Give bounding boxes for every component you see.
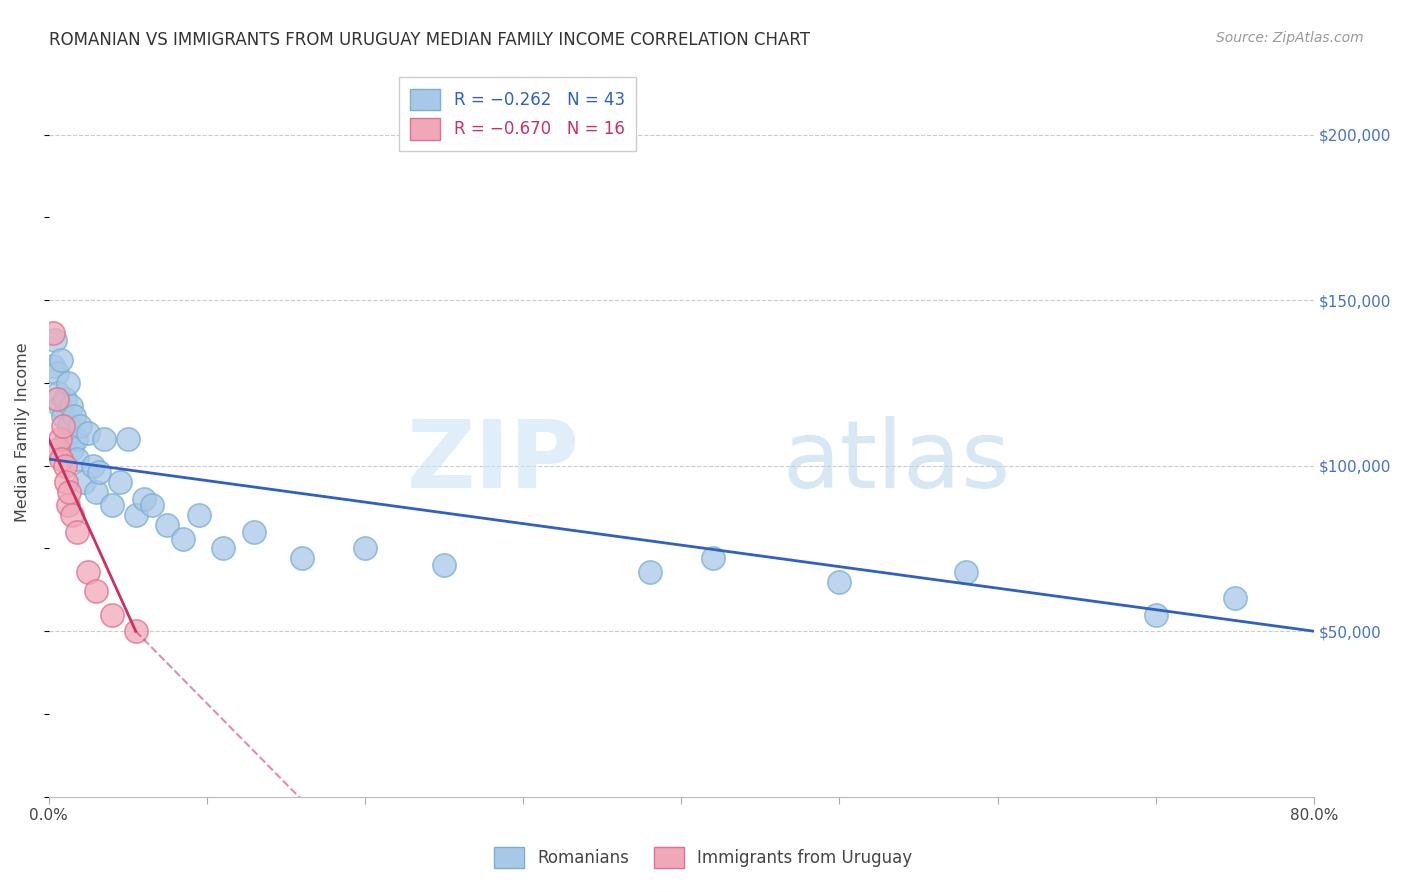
Point [66,452,89,467]
Point [42,326,65,341]
Point [1223,591,1246,606]
Point [243,524,266,539]
Text: Source: ZipAtlas.com: Source: ZipAtlas.com [1216,31,1364,45]
Point [55,432,77,446]
Legend: R = −0.262   N = 43, R = −0.670   N = 16: R = −0.262 N = 43, R = −0.670 N = 16 [399,77,637,152]
Point [828,574,851,589]
Point [53,458,76,473]
Text: ZIP: ZIP [408,416,581,508]
Point [84,584,107,599]
Point [58,485,80,500]
Point [58,419,80,434]
Point [108,475,131,490]
Point [56,376,79,390]
Point [46,385,69,400]
Point [125,624,148,639]
Point [702,551,724,566]
Point [117,432,139,446]
Point [69,419,91,434]
Point [211,541,233,556]
Point [52,409,75,423]
Legend: Romanians, Immigrants from Uruguay: Romanians, Immigrants from Uruguay [486,840,920,875]
Y-axis label: Median Family Income: Median Family Income [15,343,30,523]
Point [291,551,314,566]
Point [101,499,124,513]
Point [125,508,148,523]
Point [49,432,72,446]
Point [354,541,377,556]
Text: atlas: atlas [783,416,1011,508]
Point [46,442,69,457]
Point [45,366,67,380]
Point [93,432,115,446]
Point [44,333,66,347]
Point [172,532,194,546]
Point [156,518,179,533]
Point [955,565,977,579]
Text: ROMANIAN VS IMMIGRANTS FROM URUGUAY MEDIAN FAMILY INCOME CORRELATION CHART: ROMANIAN VS IMMIGRANTS FROM URUGUAY MEDI… [49,31,810,49]
Point [89,466,111,480]
Point [56,499,79,513]
Point [62,442,84,457]
Point [77,565,100,579]
Point [51,452,73,467]
Point [77,425,100,440]
Point [72,475,94,490]
Point [55,475,77,490]
Point [49,399,72,413]
Point [101,607,124,622]
Point [84,485,107,500]
Point [53,392,76,407]
Point [82,458,104,473]
Point [66,524,89,539]
Point [1144,607,1167,622]
Point [45,392,67,407]
Point [141,499,163,513]
Point [188,508,211,523]
Point [59,399,82,413]
Point [132,491,155,506]
Point [52,419,75,434]
Point [42,359,65,374]
Point [63,409,86,423]
Point [62,508,84,523]
Point [51,352,73,367]
Point [65,432,87,446]
Point [433,558,456,572]
Point [638,565,661,579]
